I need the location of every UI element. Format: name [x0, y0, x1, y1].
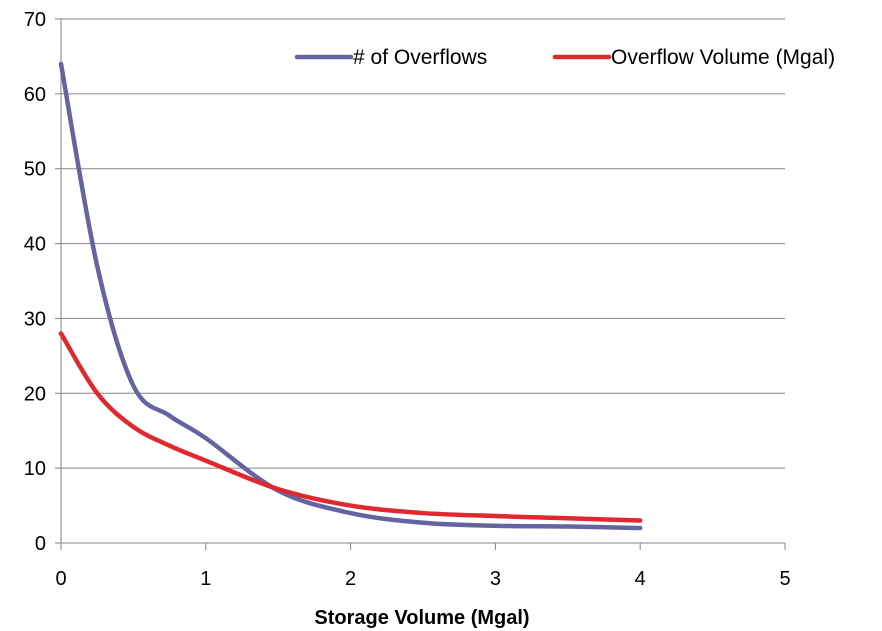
- x-tick-label: 1: [200, 568, 211, 590]
- x-tick-label: 4: [635, 568, 646, 590]
- axes: [55, 18, 786, 550]
- legend-label: # of Overflows: [353, 46, 487, 69]
- x-tick-label: 3: [490, 568, 501, 590]
- x-tick-label: 2: [345, 568, 356, 590]
- y-tick-label: 30: [24, 308, 46, 330]
- x-tick-label: 0: [55, 568, 66, 590]
- legend-item: # of Overflows: [294, 46, 487, 69]
- y-tick-label: 50: [24, 159, 46, 181]
- gridlines: [61, 18, 785, 469]
- y-tick-label: 10: [24, 458, 46, 480]
- x-axis-title: Storage Volume (Mgal): [314, 607, 529, 629]
- y-tick-labels: 0 10 20 30 40 50 60 70: [24, 9, 46, 555]
- y-tick-label: 40: [24, 234, 46, 256]
- y-tick-label: 60: [24, 84, 46, 106]
- series-line-overflow-volume: [58, 331, 643, 523]
- legend: # of Overflows Overflow Volume (Mgal): [294, 46, 835, 69]
- series-line-number-of-overflows: [58, 61, 643, 531]
- legend-label: Overflow Volume (Mgal): [611, 46, 835, 69]
- x-tick-label: 5: [779, 568, 790, 590]
- y-tick-label: 70: [24, 9, 46, 31]
- x-tick-labels: 0 1 2 3 4 5: [55, 568, 790, 590]
- y-tick-label: 0: [35, 533, 46, 555]
- y-tick-label: 20: [24, 383, 46, 405]
- series-lines: [58, 61, 643, 531]
- legend-item: Overflow Volume (Mgal): [552, 46, 835, 69]
